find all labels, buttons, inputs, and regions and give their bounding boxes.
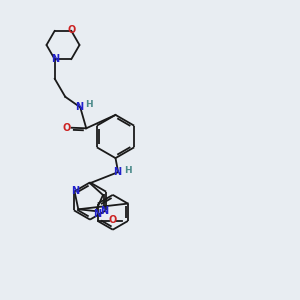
Text: N: N xyxy=(75,102,83,112)
Text: H: H xyxy=(85,100,93,109)
Text: H: H xyxy=(124,166,131,175)
Text: N: N xyxy=(113,167,122,177)
Text: N: N xyxy=(51,54,59,64)
Text: N: N xyxy=(100,206,108,216)
Text: O: O xyxy=(109,215,117,225)
Text: O: O xyxy=(68,25,76,35)
Text: N: N xyxy=(93,208,101,218)
Text: N: N xyxy=(71,186,80,196)
Text: O: O xyxy=(63,123,71,133)
